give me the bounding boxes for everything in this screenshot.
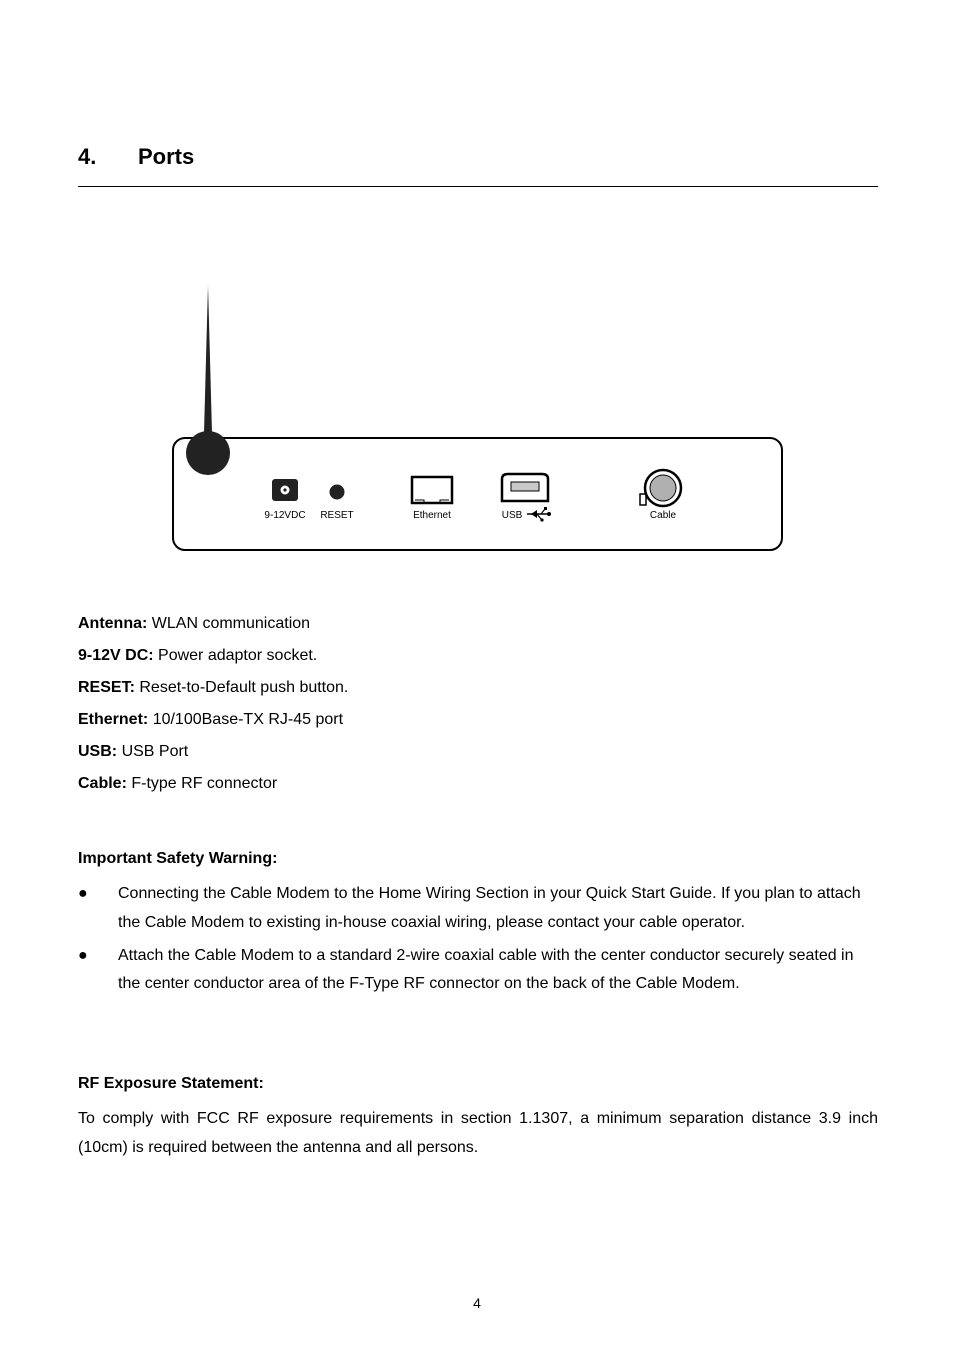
cable-label: Cable — [650, 510, 677, 521]
warning-text: Attach the Cable Modem to a standard 2-w… — [118, 942, 878, 1000]
rf-title: RF Exposure Statement: — [78, 1075, 264, 1093]
warning-title: Important Safety Warning: — [78, 850, 277, 868]
power-label: 9-12VDC — [264, 510, 305, 521]
pd-row: 9-12V DC: Power adaptor socket. — [78, 642, 348, 670]
pd-label: RESET: — [78, 679, 135, 696]
pd-text: WLAN communication — [152, 615, 310, 632]
page-number: 4 — [0, 1295, 954, 1311]
pd-label: USB: — [78, 743, 117, 760]
pd-text: F-type RF connector — [131, 775, 277, 792]
warning-item: ● Connecting the Cable Modem to the Home… — [78, 880, 878, 938]
pd-row: Antenna: WLAN communication — [78, 610, 348, 638]
pd-text: USB Port — [122, 743, 189, 760]
power-port — [272, 479, 298, 501]
pd-text: Reset-to-Default push button. — [139, 679, 348, 696]
reset-label: RESET — [320, 510, 353, 521]
ethernet-label: Ethernet — [413, 510, 451, 521]
section-number: 4. — [78, 144, 96, 170]
rf-body: To comply with FCC RF exposure requireme… — [78, 1105, 878, 1163]
pd-row: USB: USB Port — [78, 738, 348, 766]
bullet-icon: ● — [78, 880, 118, 938]
antenna-rod — [204, 285, 212, 433]
pd-row: RESET: Reset-to-Default push button. — [78, 674, 348, 702]
pd-row: Ethernet: 10/100Base-TX RJ-45 port — [78, 706, 348, 734]
warning-item: ● Attach the Cable Modem to a standard 2… — [78, 942, 878, 1000]
usb-port — [502, 474, 548, 501]
pd-text: 10/100Base-TX RJ-45 port — [153, 711, 343, 728]
ethernet-port — [412, 477, 452, 503]
pd-label: Ethernet: — [78, 711, 148, 728]
port-definitions: Antenna: WLAN communication 9-12V DC: Po… — [78, 610, 348, 802]
reset-button — [330, 485, 345, 500]
usb-label: USB — [502, 510, 523, 521]
pd-label: Cable: — [78, 775, 127, 792]
pd-text: Power adaptor socket. — [158, 647, 317, 664]
warning-list: ● Connecting the Cable Modem to the Home… — [78, 880, 878, 1003]
device-rear-diagram: 9-12VDC RESET Ethernet USB Cable — [165, 283, 790, 558]
pd-label: 9-12V DC: — [78, 647, 154, 664]
pd-row: Cable: F-type RF connector — [78, 770, 348, 798]
section-divider — [78, 186, 878, 187]
bullet-icon: ● — [78, 942, 118, 1000]
warning-text: Connecting the Cable Modem to the Home W… — [118, 880, 878, 938]
pd-label: Antenna: — [78, 615, 147, 632]
antenna-base — [186, 431, 230, 475]
section-title: Ports — [138, 144, 194, 170]
